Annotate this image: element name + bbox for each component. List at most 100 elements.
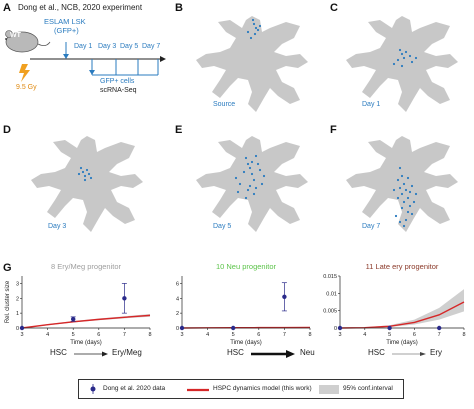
- arrow-hairline-icon: [392, 352, 426, 356]
- umap-cell-point: [89, 176, 93, 180]
- umap-cell-point: [258, 168, 262, 172]
- chart-title: 11 Late ery progenitor: [366, 262, 439, 271]
- chart-2: 10 Neu progenitor 3 4 5 6 7 8 0 2 4 6 Time (days): [176, 262, 312, 346]
- umap-cell-point: [252, 192, 256, 196]
- umap-cell-point: [412, 200, 416, 204]
- panel-letter-f: F: [330, 124, 337, 136]
- y-tick-label: 0.015: [323, 274, 337, 280]
- umap-cell-point: [408, 204, 412, 208]
- day-label-3: Day 3: [98, 43, 117, 50]
- umap-cell-point: [396, 178, 400, 182]
- umap-cell-point: [402, 182, 406, 186]
- umap-embedding-shape: [346, 16, 458, 112]
- data-point: [179, 325, 185, 331]
- umap-cell-point: [400, 64, 404, 68]
- umap-cell-point: [406, 176, 410, 180]
- umap-cell-point: [246, 30, 250, 34]
- panel-letter-g: G: [3, 262, 12, 274]
- umap-cell-point: [238, 182, 242, 186]
- umap-embedding-shape: [196, 16, 308, 112]
- transitions-row: HSC Ery/Meg HSC Neu HSC Ery: [0, 348, 474, 366]
- lightning-icon: [19, 64, 30, 82]
- umap-c: [346, 16, 458, 112]
- legend-band-swatch: [319, 385, 339, 394]
- day-label-7: Day 7: [142, 43, 161, 50]
- umap-cell-point: [398, 48, 402, 52]
- arrow-thin-icon: [74, 351, 108, 357]
- x-tick-label: 8: [308, 332, 311, 338]
- transition-to-2: Neu: [300, 348, 315, 357]
- umap-cell-point: [402, 56, 406, 60]
- umap-cell-point: [252, 178, 256, 182]
- data-point: [282, 294, 287, 299]
- umap-cell-point: [410, 212, 414, 216]
- legend-model-line: [187, 388, 209, 392]
- umap-cell-point: [248, 166, 252, 170]
- irradiation-dose: 9.5 Gy: [16, 84, 37, 91]
- x-tick-label: 3: [20, 332, 23, 338]
- umap-cell-point: [244, 196, 248, 200]
- umap-cell-point: [406, 196, 410, 200]
- confidence-band: [340, 289, 464, 328]
- y-tick-label: 0.005: [323, 309, 337, 315]
- umap-cell-point: [85, 168, 89, 172]
- x-tick-label: 6: [413, 332, 416, 338]
- umap-cell-point: [414, 192, 418, 196]
- umap-cell-point: [404, 218, 408, 222]
- x-tick-label: 7: [438, 332, 441, 338]
- umap-cell-point: [83, 174, 87, 178]
- y-axis-label: Rel. cluster size: [5, 280, 11, 323]
- umap-cell-point: [248, 184, 252, 188]
- umap-cell-point: [398, 186, 402, 190]
- umap-cell-point: [392, 188, 396, 192]
- umap-cell-point: [79, 166, 83, 170]
- cells-label: ESLAM LSK: [44, 17, 86, 26]
- umap-label-source: Source: [213, 101, 236, 108]
- umap-cell-point: [400, 52, 404, 56]
- umap-cell-point: [258, 24, 262, 28]
- data-point: [387, 325, 392, 331]
- y-tick-label: 0: [334, 326, 337, 332]
- y-tick-label: 0: [176, 326, 179, 332]
- data-point: [19, 325, 25, 331]
- umap-cell-point: [402, 224, 406, 228]
- data-point: [122, 296, 127, 301]
- readout-line1: GFP+ cells: [100, 78, 135, 85]
- x-tick-label: 8: [148, 332, 151, 338]
- chart-1: 8 Ery/Meg progenitor 3 4 5 6 7 8 0 1 2 3 Time (days…: [5, 262, 152, 346]
- cluster-size-charts: 8 Ery/Meg progenitor 3 4 5 6 7 8 0 1 2 3 Time (days…: [5, 262, 466, 346]
- umap-cell-point: [396, 58, 400, 62]
- umap-cell-point: [394, 214, 398, 218]
- umap-cell-point: [251, 18, 255, 22]
- legend-data-marker: [90, 384, 96, 394]
- transition-to-3: Ery: [430, 348, 442, 357]
- umap-cell-point: [250, 172, 254, 176]
- umap-b: [196, 16, 308, 112]
- legend: Dong et al. 2020 data HSPC dynamics mode…: [78, 379, 404, 399]
- umap-embedding-shape: [346, 136, 458, 232]
- y-tick-label: 2: [176, 311, 179, 317]
- umap-label-day1: Day 1: [362, 101, 381, 108]
- transition-from-1: HSC: [50, 348, 67, 357]
- umap-cell-point: [404, 188, 408, 192]
- legend-model-label: HSPC dynamics model (this work): [213, 385, 312, 392]
- x-tick-label: 6: [97, 332, 100, 338]
- data-point: [437, 325, 442, 331]
- y-tick-label: 0.01: [326, 291, 337, 297]
- legend-data-label: Dong et al. 2020 data: [103, 385, 166, 392]
- umap-cell-point: [414, 56, 418, 60]
- umap-cell-point: [254, 26, 258, 30]
- umap-cell-point: [404, 50, 408, 54]
- transition-from-2: HSC: [227, 348, 244, 357]
- mouse-icon: [5, 30, 51, 53]
- umap-e: [196, 136, 308, 232]
- umap-cell-point: [400, 174, 404, 178]
- x-tick-label: 5: [232, 332, 235, 338]
- umap-cell-point: [408, 190, 412, 194]
- umap-cell-point: [410, 60, 414, 64]
- umap-cell-point: [87, 172, 91, 176]
- umap-cell-point: [77, 172, 81, 176]
- panel-letter-b: B: [175, 2, 183, 14]
- y-tick-label: 2: [16, 296, 19, 302]
- umap-cell-point: [396, 196, 400, 200]
